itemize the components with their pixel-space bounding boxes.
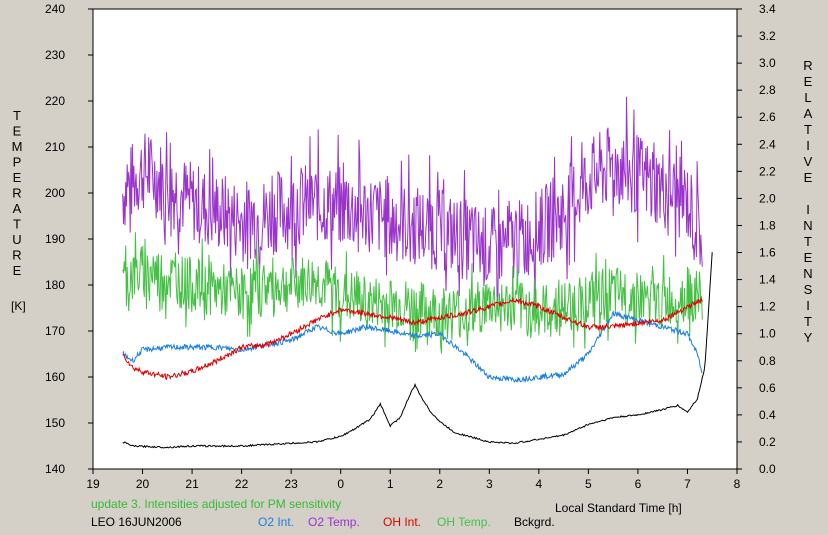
legend-entry: OH Int. xyxy=(383,515,421,529)
y-right-tick-label: 0.2 xyxy=(759,435,776,449)
y-right-tick-label: 1.4 xyxy=(759,273,776,287)
y-right-tick-label: 2.2 xyxy=(759,164,776,178)
y-right-label-letter: T xyxy=(804,122,812,137)
y-left-label-letter: A xyxy=(13,201,22,216)
y-left-label-letter: E xyxy=(13,170,22,185)
y-right-label-letter: T xyxy=(804,234,812,249)
x-tick-label: 8 xyxy=(734,477,741,491)
series-line-oh-int- xyxy=(122,296,703,381)
x-tick-label: 0 xyxy=(337,477,344,491)
station-date: LEO 16JUN2006 xyxy=(91,515,182,529)
y-right-label-letter: Y xyxy=(804,330,813,345)
x-tick-label: 20 xyxy=(136,477,150,491)
plot-area xyxy=(93,9,737,469)
y-right-label-letter: N xyxy=(803,218,812,233)
y-left-tick-label: 210 xyxy=(45,140,65,154)
y-right-tick-label: 0.4 xyxy=(759,408,776,422)
chart-note: update 3. Intensities adjusted for PM se… xyxy=(91,497,341,511)
y-left-tick-label: 190 xyxy=(45,232,65,246)
y-right-label-letter: N xyxy=(803,266,812,281)
y-left-tick-label: 230 xyxy=(45,48,65,62)
series-layer xyxy=(122,96,713,449)
x-tick-label: 3 xyxy=(486,477,493,491)
y-left-label-letter: P xyxy=(13,155,22,170)
y-right-label-letter: I xyxy=(806,138,810,153)
y-left-label-letter: R xyxy=(12,248,21,263)
y-right-label-letter: I xyxy=(806,202,810,217)
y-right-label-letter: E xyxy=(804,250,813,265)
y-left-tick-label: 170 xyxy=(45,324,65,338)
x-tick-label: 19 xyxy=(86,477,100,491)
y-left-tick-label: 180 xyxy=(45,278,65,292)
series-line-bckgrd- xyxy=(122,252,713,449)
y-right-label-letter: A xyxy=(804,106,813,121)
legend-entry: O2 Int. xyxy=(258,515,294,529)
x-tick-label: 1 xyxy=(387,477,394,491)
x-tick-label: 4 xyxy=(536,477,543,491)
y-right-label-letter: E xyxy=(804,170,813,185)
legend: O2 Int. O2 Temp. OH Int. OH Temp. Bckgrd. xyxy=(258,515,555,529)
y-right-label-letter: S xyxy=(804,282,813,297)
x-tick-label: 7 xyxy=(684,477,691,491)
y-left-tick-label: 150 xyxy=(45,416,65,430)
y-left-unit: [K] xyxy=(11,299,26,313)
x-tick-label: 22 xyxy=(235,477,249,491)
y-right-tick-label: 1.8 xyxy=(759,218,776,232)
y-left-label-letter: E xyxy=(13,124,22,139)
y-right-tick-label: 1.0 xyxy=(759,327,776,341)
y-right-label-letter: V xyxy=(804,154,813,169)
y-right-label-letter: R xyxy=(803,58,812,73)
y-left-label-letter: R xyxy=(12,186,21,201)
x-tick-label: 21 xyxy=(185,477,199,491)
y-right-label-letter: L xyxy=(804,90,811,105)
y-right-tick-label: 0.0 xyxy=(759,462,776,476)
y-right-tick-label: 0.6 xyxy=(759,381,776,395)
y-right-label-letter: E xyxy=(804,74,813,89)
y-right-tick-label: 1.2 xyxy=(759,300,776,314)
y-right-tick-label: 3.0 xyxy=(759,56,776,70)
y-right-tick-label: 1.6 xyxy=(759,246,776,260)
y-left-label-letter: U xyxy=(12,232,21,247)
y-right-tick-label: 2.6 xyxy=(759,110,776,124)
y-right-tick-label: 2.4 xyxy=(759,137,776,151)
series-line-o2-temp- xyxy=(122,96,703,310)
y-left-tick-label: 200 xyxy=(45,186,65,200)
y-left-label-letter: T xyxy=(13,217,21,232)
series-line-oh-temp- xyxy=(122,232,703,354)
y-right-tick-label: 3.2 xyxy=(759,29,776,43)
x-tick-label: 23 xyxy=(284,477,298,491)
y-left-tick-label: 140 xyxy=(45,462,65,476)
y-left-label-letter: T xyxy=(13,108,21,123)
x-tick-label: 6 xyxy=(635,477,642,491)
y-right-tick-label: 2.8 xyxy=(759,83,776,97)
axes-layer: 19 20 21 22 23 0 1 2 3 4 5 6 7 8140150160170180190200… xyxy=(12,2,813,491)
x-axis-label: Local Standard Time [h] xyxy=(555,501,682,515)
y-right-label-letter: I xyxy=(806,298,810,313)
y-left-tick-label: 160 xyxy=(45,370,65,384)
y-left-tick-label: 240 xyxy=(45,2,65,16)
y-right-tick-label: 3.4 xyxy=(759,2,776,16)
y-right-tick-label: 2.0 xyxy=(759,191,776,205)
y-left-label-letter: M xyxy=(12,139,23,154)
y-left-tick-label: 220 xyxy=(45,94,65,108)
x-tick-label: 5 xyxy=(585,477,592,491)
legend-entry: Bckgrd. xyxy=(514,515,555,529)
y-left-label-letter: E xyxy=(13,263,22,278)
y-right-label-letter: T xyxy=(804,314,812,329)
y-right-tick-label: 0.8 xyxy=(759,354,776,368)
legend-entry: OH Temp. xyxy=(437,515,491,529)
legend-entry: O2 Temp. xyxy=(308,515,360,529)
x-tick-label: 2 xyxy=(436,477,443,491)
